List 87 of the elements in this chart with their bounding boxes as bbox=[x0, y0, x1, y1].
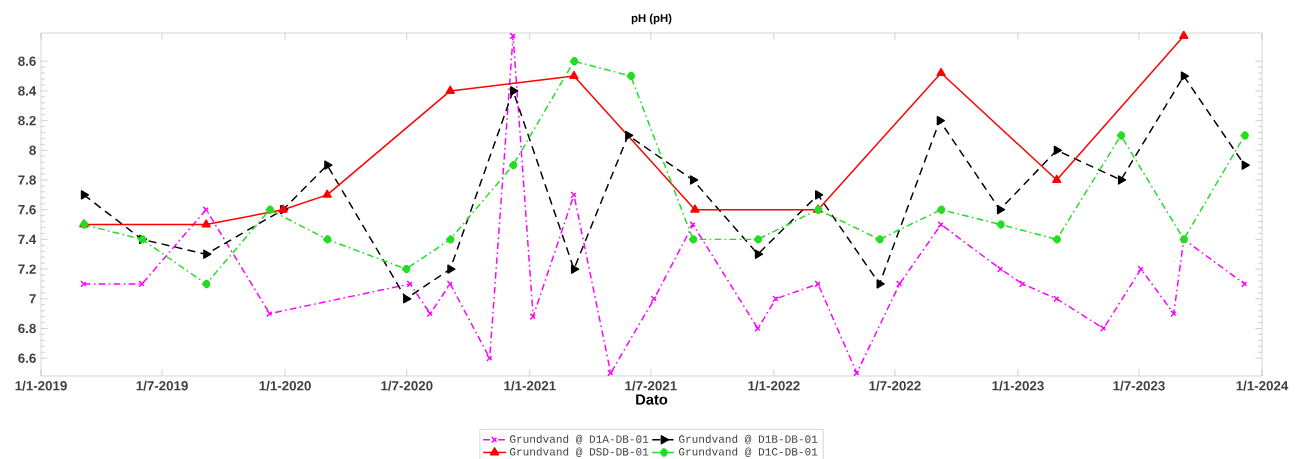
y-tick-label: 6.6 bbox=[18, 353, 36, 363]
point bbox=[201, 279, 211, 289]
point bbox=[447, 264, 456, 274]
point bbox=[689, 220, 697, 229]
y-tick-label: 6.8 bbox=[18, 323, 36, 334]
x-tick-label: 1/1-2021 bbox=[504, 380, 556, 391]
point bbox=[529, 313, 537, 321]
point bbox=[754, 249, 764, 259]
x-tick-label: 1/1-2022 bbox=[748, 380, 800, 391]
point bbox=[875, 235, 884, 244]
point bbox=[445, 85, 455, 94]
point bbox=[772, 295, 780, 303]
point bbox=[322, 189, 332, 198]
legend-label: Grundvand @ D1A-DB-01 bbox=[509, 434, 649, 445]
point bbox=[324, 160, 333, 170]
point bbox=[446, 235, 455, 244]
point bbox=[201, 219, 211, 228]
point bbox=[510, 86, 519, 96]
point bbox=[650, 295, 658, 303]
x-tick-label: 1/7-2023 bbox=[1113, 380, 1165, 391]
y-tick-label: 7.4 bbox=[18, 234, 37, 244]
y-tick-label: 7.8 bbox=[18, 175, 36, 185]
point bbox=[814, 280, 822, 288]
point bbox=[1053, 145, 1062, 155]
point bbox=[1240, 131, 1249, 140]
x-tick-label: 1/1-2019 bbox=[15, 380, 67, 391]
point bbox=[1137, 265, 1145, 273]
legend-label: Grundvand @ D1C-DB-01 bbox=[679, 447, 818, 457]
point bbox=[690, 204, 700, 213]
point bbox=[570, 264, 580, 274]
point bbox=[446, 280, 454, 288]
y-tick-label: 7.6 bbox=[18, 204, 36, 215]
point bbox=[265, 205, 274, 214]
x-tick-label: 1/7-2022 bbox=[869, 380, 921, 391]
point bbox=[1052, 235, 1061, 244]
point bbox=[689, 175, 699, 185]
point bbox=[508, 160, 518, 170]
point bbox=[815, 190, 824, 200]
point bbox=[1116, 131, 1126, 140]
x-axis-title: Dato bbox=[636, 394, 668, 405]
point bbox=[937, 220, 945, 229]
point bbox=[570, 191, 578, 199]
point bbox=[203, 249, 212, 259]
point bbox=[1241, 160, 1250, 170]
x-tick-label: 1/1-2023 bbox=[992, 380, 1044, 391]
point bbox=[80, 190, 90, 200]
point bbox=[688, 235, 698, 244]
point bbox=[509, 32, 517, 40]
legend-label: Grundvand @ D1B-DB-01 bbox=[679, 434, 818, 445]
point bbox=[569, 70, 579, 80]
x-tick-label: 1/7-2020 bbox=[381, 380, 433, 391]
point bbox=[753, 235, 763, 244]
point bbox=[1052, 174, 1062, 183]
point bbox=[569, 57, 579, 66]
y-tick-label: 7.2 bbox=[18, 264, 36, 274]
point bbox=[1179, 30, 1189, 39]
x-tick-label: 1/7-2019 bbox=[136, 380, 188, 391]
point bbox=[323, 235, 332, 244]
point bbox=[202, 206, 210, 214]
chart-title: pH (pH) bbox=[631, 13, 672, 25]
y-tick-label: 8.2 bbox=[18, 115, 36, 126]
y-tick-label: 8 bbox=[29, 145, 36, 156]
point bbox=[80, 280, 88, 288]
point bbox=[403, 294, 412, 304]
x-tick-label: 1/7-2021 bbox=[625, 380, 677, 391]
point bbox=[426, 310, 434, 318]
point bbox=[936, 115, 945, 126]
x-tick-label: 1/1-2024 bbox=[1236, 380, 1289, 391]
point bbox=[876, 279, 885, 289]
point bbox=[138, 280, 146, 288]
point bbox=[996, 205, 1006, 215]
point bbox=[853, 369, 861, 377]
point bbox=[406, 280, 414, 288]
point bbox=[936, 67, 946, 77]
point bbox=[1117, 175, 1127, 185]
point bbox=[625, 130, 634, 141]
point bbox=[754, 324, 762, 333]
legend-label: Grundvand @ DSD-DB-01 bbox=[509, 447, 649, 457]
point bbox=[401, 264, 411, 274]
point bbox=[1180, 71, 1190, 81]
y-tick-label: 8.6 bbox=[18, 56, 36, 66]
point bbox=[626, 71, 635, 81]
point bbox=[996, 220, 1005, 229]
y-tick-label: 8.4 bbox=[18, 86, 37, 96]
y-tick-label: 7 bbox=[29, 294, 36, 304]
x-tick-label: 1/1-2020 bbox=[259, 380, 311, 391]
point bbox=[936, 205, 946, 214]
